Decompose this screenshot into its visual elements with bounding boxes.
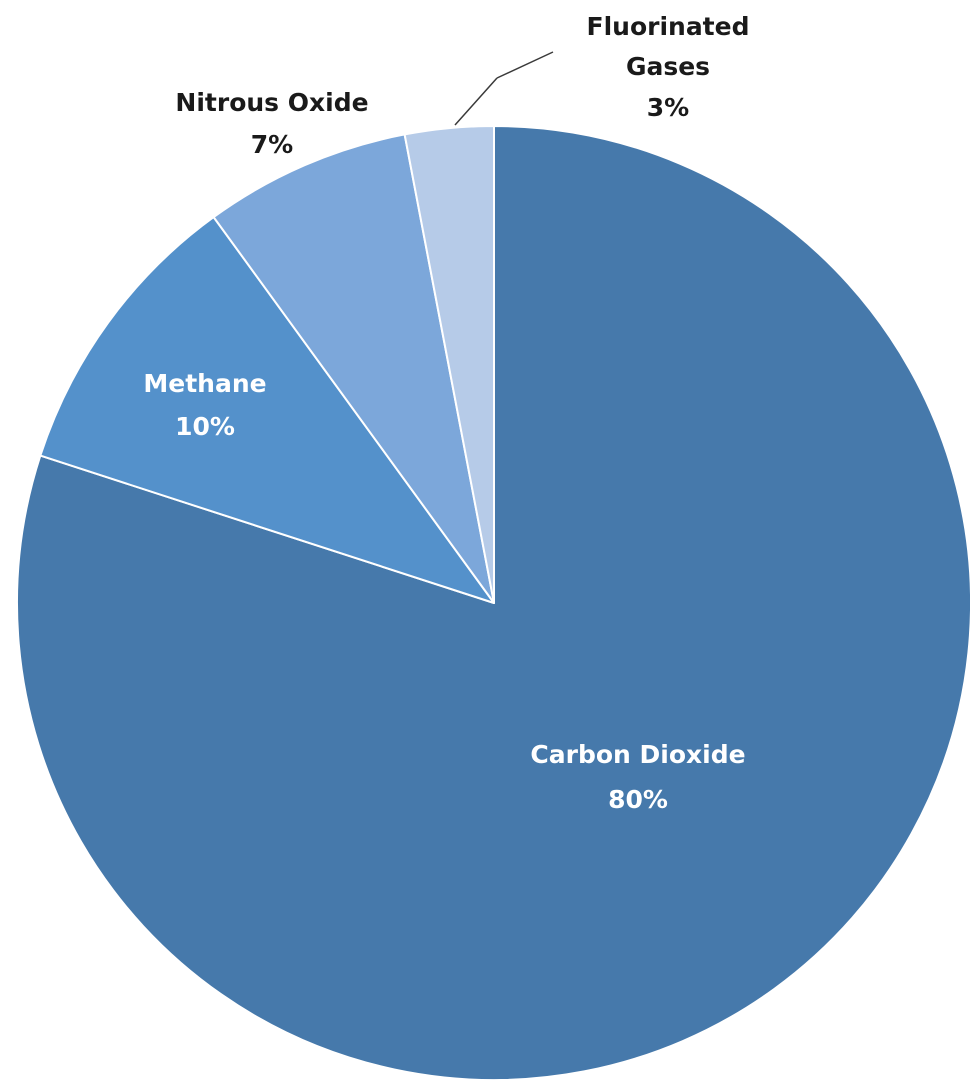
slice-label-fluorinated-gases-line2: Gases	[626, 52, 710, 81]
slice-label-nitrous-oxide: Nitrous Oxide	[175, 88, 368, 117]
pie-slice-methane	[39, 216, 495, 604]
fluorinated-gases-leader-line-tick	[496, 51, 554, 79]
slice-value-carbon-dioxide: 80%	[608, 785, 668, 814]
fluorinated-gases-leader-line	[454, 77, 498, 126]
pie-slice-nitrous-oxide	[212, 133, 495, 604]
slice-value-methane: 10%	[175, 412, 235, 441]
slice-value-nitrous-oxide: 7%	[251, 130, 293, 159]
slice-label-fluorinated-gases-line1: Fluorinated	[587, 12, 750, 41]
pie-slices	[16, 125, 970, 1081]
slice-value-fluorinated-gases: 3%	[647, 93, 689, 122]
slice-label-methane: Methane	[143, 369, 266, 398]
slice-label-carbon-dioxide: Carbon Dioxide	[530, 740, 745, 769]
pie-slice-fluorinated-gases	[403, 125, 495, 604]
